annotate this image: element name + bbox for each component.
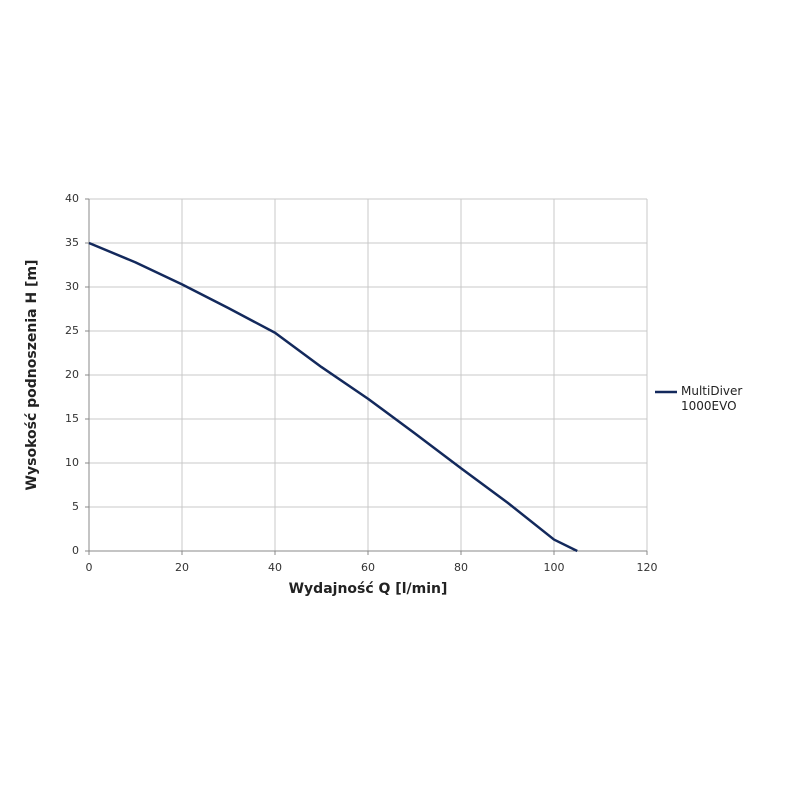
legend-label: MultiDiver 1000EVO [681, 384, 743, 413]
y-tick-label: 15 [65, 412, 79, 425]
x-axis-title: Wydajność Q [l/min] [289, 581, 448, 597]
y-axis-title: Wysokość podnoszenia H [m] [24, 260, 40, 491]
series-line [88, 241, 578, 553]
y-tick-label: 35 [65, 236, 79, 249]
x-tick-label: 60 [361, 561, 375, 574]
x-tick-label: 20 [175, 561, 189, 574]
y-tick-label: 10 [65, 456, 79, 469]
x-tick-label: 80 [454, 561, 468, 574]
x-tick-label: 100 [544, 561, 565, 574]
y-tick-label: 40 [65, 192, 79, 205]
y-tick-label: 25 [65, 324, 79, 337]
x-tick-label: 0 [86, 561, 93, 574]
y-tick-label: 5 [72, 500, 79, 513]
x-tick-label: 40 [268, 561, 282, 574]
y-tick-label: 0 [72, 544, 79, 557]
y-tick-label: 30 [65, 280, 79, 293]
y-tick-label: 20 [65, 368, 79, 381]
x-tick-label: 120 [637, 561, 658, 574]
